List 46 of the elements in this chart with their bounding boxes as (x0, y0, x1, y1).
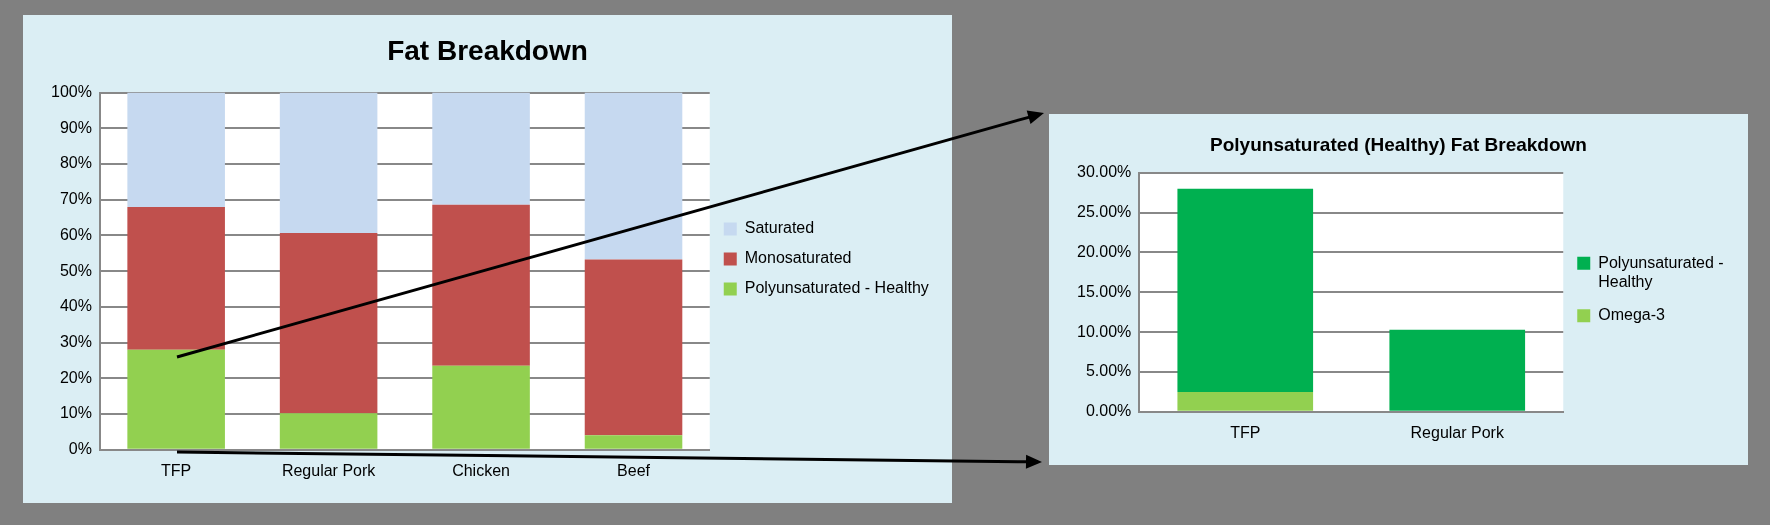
y-tick-label: 10% (59, 404, 92, 422)
bar (279, 92, 378, 233)
x-tick-label: TFP (1230, 423, 1261, 441)
y-tick-label: 20.00% (1077, 242, 1132, 260)
y-tick-label: 15.00% (1077, 282, 1132, 300)
chart-title: Fat Breakdown (387, 34, 588, 66)
bar (1177, 391, 1314, 411)
y-tick-label: 40% (59, 297, 92, 315)
y-tick-label: 5.00% (1085, 362, 1132, 380)
y-tick-label: 70% (59, 190, 92, 208)
y-tick-label: 0% (68, 440, 92, 458)
bar (127, 92, 225, 207)
y-tick-label: 20% (59, 368, 92, 386)
y-tick-label: 25.00% (1077, 203, 1132, 221)
legend-label: Monosaturated (744, 249, 852, 267)
y-tick-label: 0.00% (1085, 402, 1132, 420)
y-tick-label: 60% (59, 225, 92, 243)
y-tick-label: 30% (59, 333, 92, 351)
bar (432, 204, 530, 366)
bar (1177, 188, 1314, 392)
legend-label: Saturated (744, 219, 815, 237)
x-tick-label: Regular Pork (1410, 423, 1505, 441)
bar (432, 92, 530, 205)
x-tick-label: Chicken (452, 461, 510, 479)
x-tick-label: Regular Pork (281, 461, 377, 479)
bar (279, 232, 378, 414)
legend-label: Polyunsaturated - Healthy (744, 279, 929, 297)
y-tick-label: 100% (51, 83, 92, 101)
bar (1389, 329, 1526, 411)
bar (279, 413, 378, 449)
y-tick-label: 50% (59, 261, 92, 279)
bar (127, 349, 225, 449)
y-tick-label: 80% (59, 154, 92, 172)
bar (584, 435, 683, 449)
y-tick-label: 30.00% (1077, 163, 1132, 181)
legend-label: Omega-3 (1598, 306, 1666, 324)
bar (584, 259, 683, 436)
y-tick-label: 90% (59, 118, 92, 136)
y-tick-label: 10.00% (1077, 322, 1132, 340)
bar (584, 92, 683, 260)
chart-title: Polyunsaturated (Healthy) Fat Breakdown (1210, 133, 1587, 155)
x-tick-label: TFP (161, 461, 192, 479)
bar (127, 206, 225, 350)
x-tick-label: Beef (617, 461, 651, 479)
bar (432, 365, 530, 449)
legend-label: Polyunsaturated - Healthy (1598, 253, 1724, 290)
